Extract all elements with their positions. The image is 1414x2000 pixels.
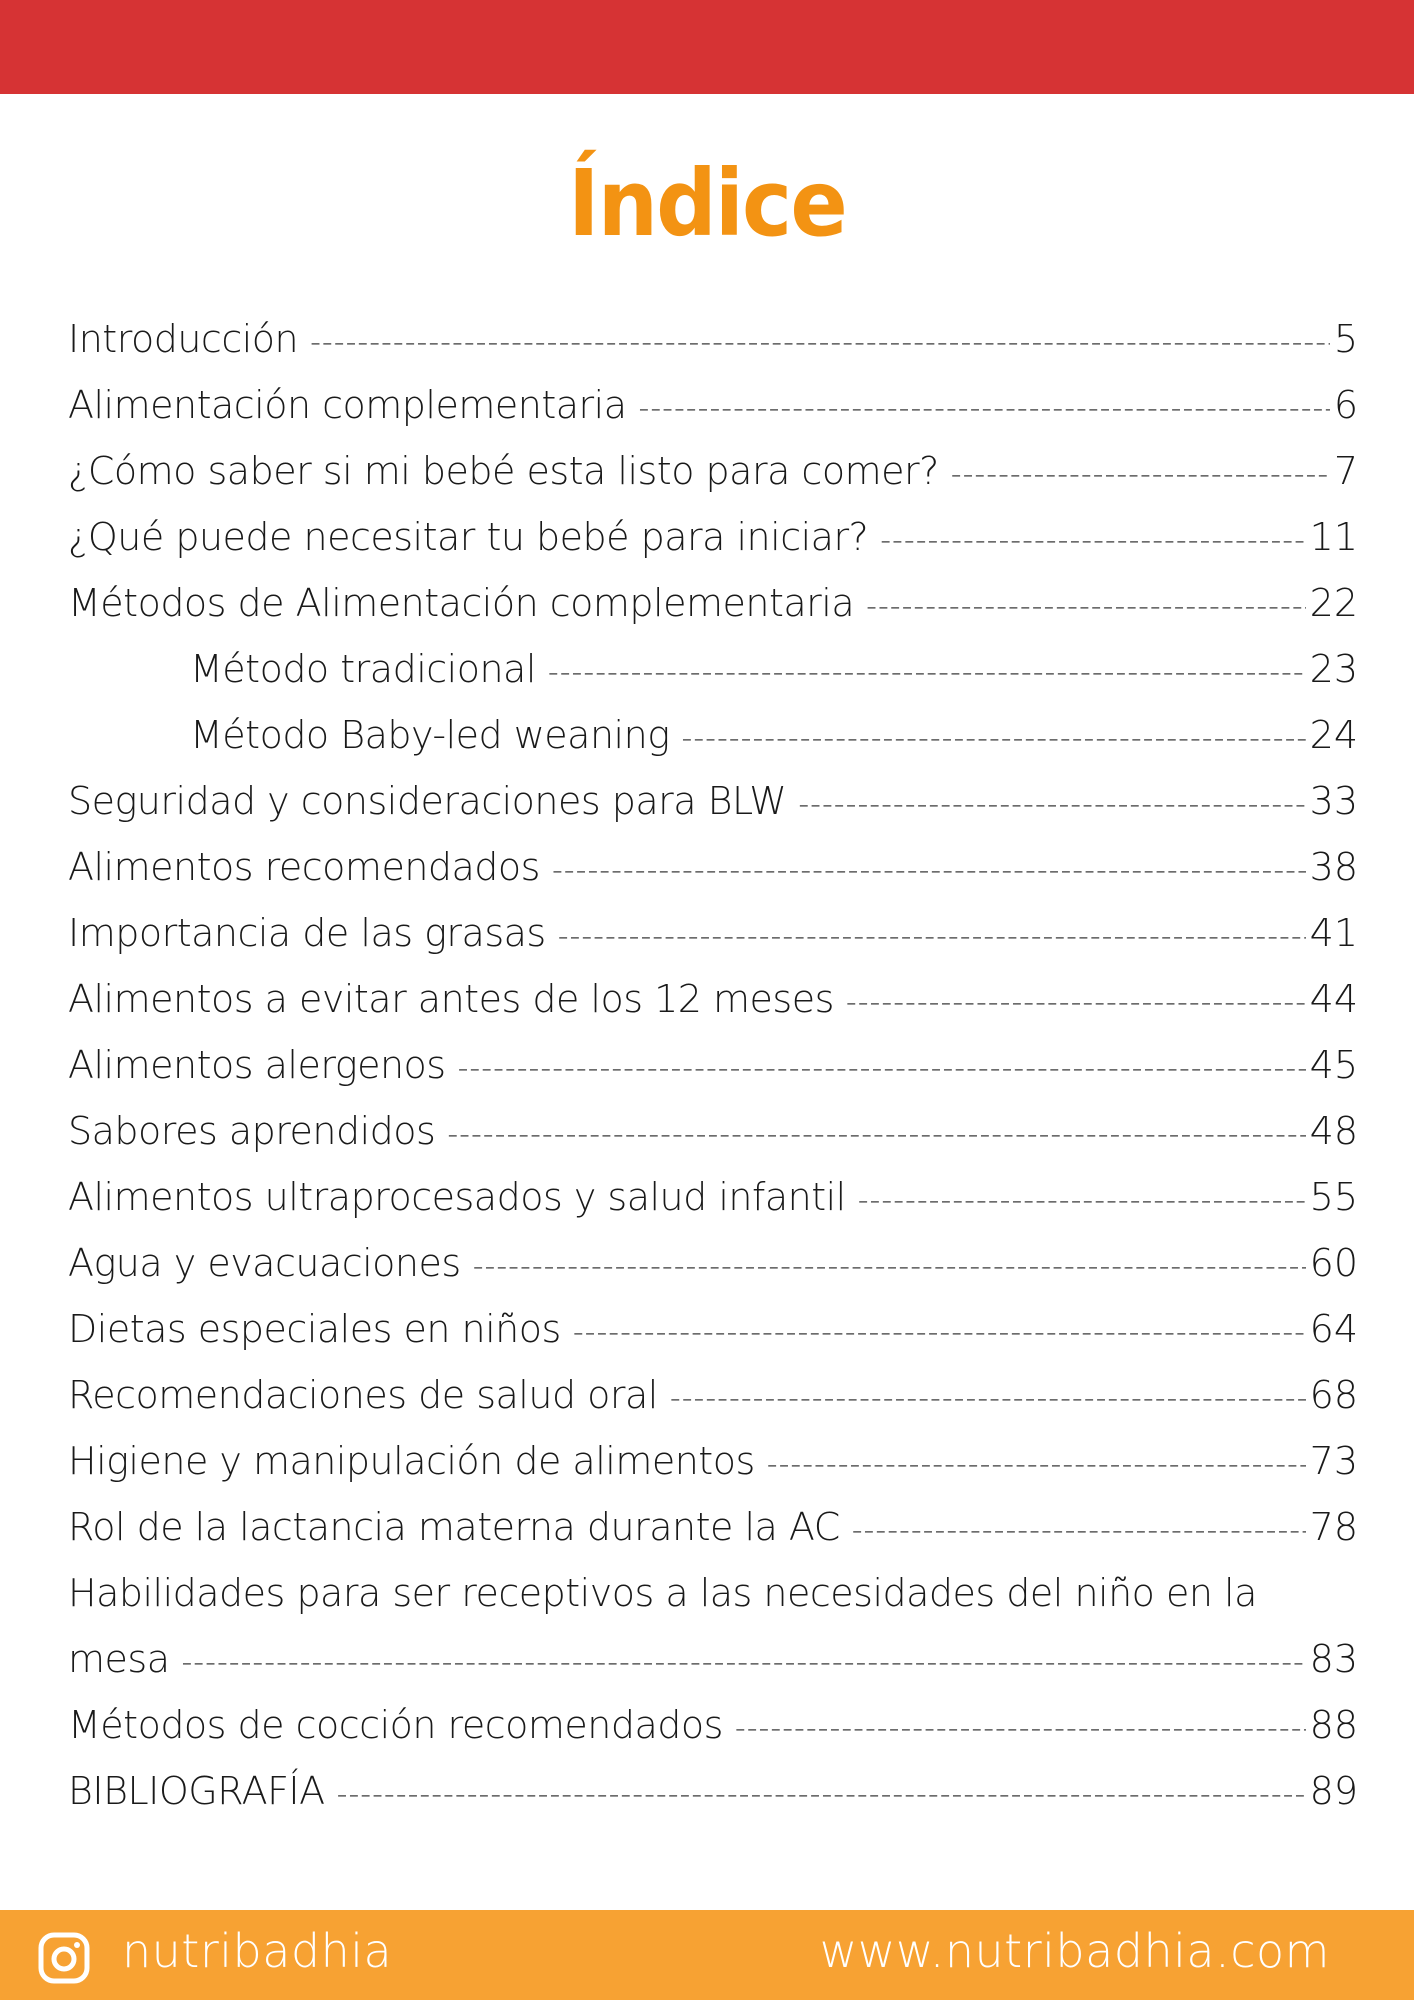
toc-entry-page: 45 <box>1309 1043 1358 1087</box>
toc-entry-label: Alimentos ultraprocesados y salud infant… <box>68 1175 846 1219</box>
website-link[interactable]: www.nutribadhia.com <box>819 1924 1330 1978</box>
toc-entry-label: ¿Cómo saber si mi bebé esta listo para c… <box>68 449 939 493</box>
toc-entry-page: 38 <box>1309 845 1358 889</box>
toc-entry-label: Seguridad y consideraciones para BLW <box>68 779 787 823</box>
toc-leader-dashes: ----------------------------------------… <box>457 1051 1306 1086</box>
toc-entry-alimentos-evitar[interactable]: Alimentos a evitar antes de los 12 meses… <box>68 966 1358 1032</box>
footer-bar: nutribadhia www.nutribadhia.com <box>0 1910 1414 2000</box>
toc-entry-sabores-aprendidos[interactable]: Sabores aprendidos ---------------------… <box>68 1098 1358 1164</box>
toc-leader-dashes: ----------------------------------------… <box>866 589 1306 624</box>
toc-entry-salud-oral[interactable]: Recomendaciones de salud oral ----------… <box>68 1362 1358 1428</box>
toc-leader-dashes: ----------------------------------------… <box>845 985 1306 1020</box>
toc-entry-page: 48 <box>1309 1109 1358 1153</box>
toc-entry-page: 5 <box>1333 317 1358 361</box>
toc-entry-alimentos-alergenos[interactable]: Alimentos alergenos --------------------… <box>68 1032 1358 1098</box>
toc-leader-dashes: ----------------------------------------… <box>950 457 1330 492</box>
toc-entry-higiene[interactable]: Higiene y manipulación de alimentos ----… <box>68 1428 1358 1494</box>
toc-entry-label: Recomendaciones de salud oral <box>68 1373 658 1417</box>
toc-leader-dashes: ----------------------------------------… <box>798 787 1306 822</box>
toc-entry-label: Importancia de las grasas <box>68 911 546 955</box>
top-color-bar <box>0 0 1414 94</box>
toc-leader-dashes: ----------------------------------------… <box>880 523 1306 558</box>
toc-entry-label: Alimentos alergenos <box>68 1043 446 1087</box>
toc-entry-lactancia[interactable]: Rol de la lactancia materna durante la A… <box>68 1494 1358 1560</box>
toc-entry-label: Método tradicional <box>190 647 536 691</box>
toc-leader-dashes: ----------------------------------------… <box>669 1381 1306 1416</box>
toc-entry-page: 68 <box>1309 1373 1358 1417</box>
toc-entry-agua-evacuaciones[interactable]: Agua y evacuaciones --------------------… <box>68 1230 1358 1296</box>
toc-leader-dashes: ----------------------------------------… <box>851 1513 1306 1548</box>
toc-entry-label: BIBLIOGRAFÍA <box>68 1769 325 1813</box>
toc-entry-label-continued: mesa <box>68 1637 170 1681</box>
toc-entry-label: Introducción <box>68 317 299 361</box>
toc-leader-dashes: ----------------------------------------… <box>551 853 1306 888</box>
toc-entry-importancia-grasas[interactable]: Importancia de las grasas --------------… <box>68 900 1358 966</box>
toc-leader-dashes: ----------------------------------------… <box>572 1315 1306 1350</box>
toc-leader-dashes: ----------------------------------------… <box>336 1777 1306 1812</box>
toc-entry-alimentacion-complementaria[interactable]: Alimentación complementaria ------------… <box>68 372 1358 438</box>
toc-entry-page: 24 <box>1309 713 1358 757</box>
toc-leader-dashes: ----------------------------------------… <box>547 655 1306 690</box>
toc-subentry-metodo-tradicional[interactable]: Método tradicional ---------------------… <box>68 636 1358 702</box>
toc-entry-page: 73 <box>1309 1439 1358 1483</box>
toc-entry-page: 11 <box>1309 515 1358 559</box>
toc-leader-dashes: ----------------------------------------… <box>557 919 1306 954</box>
toc-entry-page: 6 <box>1333 383 1358 427</box>
toc-leader-dashes: ----------------------------------------… <box>734 1711 1306 1746</box>
toc-entry-como-saber[interactable]: ¿Cómo saber si mi bebé esta listo para c… <box>68 438 1358 504</box>
page-title: Índice <box>568 150 848 257</box>
toc-entry-dietas-especiales[interactable]: Dietas especiales en niños -------------… <box>68 1296 1358 1362</box>
toc-entry-page: 78 <box>1309 1505 1358 1549</box>
toc-entry-seguridad-blw[interactable]: Seguridad y consideraciones para BLW ---… <box>68 768 1358 834</box>
toc-entry-label: Sabores aprendidos <box>68 1109 436 1153</box>
toc-subentry-baby-led-weaning[interactable]: Método Baby-led weaning ----------------… <box>68 702 1358 768</box>
toc-entry-introduccion[interactable]: Introducción ---------------------------… <box>68 306 1358 372</box>
toc-entry-label: Agua y evacuaciones <box>68 1241 461 1285</box>
toc-entry-page: 23 <box>1309 647 1358 691</box>
toc-leader-dashes: ----------------------------------------… <box>447 1117 1306 1152</box>
toc-entry-page: 41 <box>1309 911 1358 955</box>
toc-entry-page: 88 <box>1309 1703 1358 1747</box>
toc-entry-label: Alimentos a evitar antes de los 12 meses <box>68 977 834 1021</box>
toc-entry-habilidades-line2[interactable]: mesa -----------------------------------… <box>68 1626 1358 1692</box>
instagram-handle[interactable]: nutribadhia <box>122 1924 393 1978</box>
instagram-icon[interactable] <box>38 1932 90 1984</box>
toc-entry-label: Alimentos recomendados <box>68 845 540 889</box>
toc-leader-dashes: ----------------------------------------… <box>181 1645 1306 1680</box>
toc-entry-label: Dietas especiales en niños <box>68 1307 561 1351</box>
toc-entry-label: Rol de la lactancia materna durante la A… <box>68 1505 840 1549</box>
toc-leader-dashes: ----------------------------------------… <box>766 1447 1306 1482</box>
toc-entry-page: 64 <box>1309 1307 1358 1351</box>
toc-entry-page: 44 <box>1309 977 1358 1021</box>
table-of-contents: Introducción ---------------------------… <box>68 306 1358 1824</box>
toc-entry-label: Habilidades para ser receptivos a las ne… <box>68 1571 1257 1615</box>
toc-entry-alimentos-recomendados[interactable]: Alimentos recomendados -----------------… <box>68 834 1358 900</box>
toc-entry-metodos-coccion[interactable]: Métodos de cocción recomendados --------… <box>68 1692 1358 1758</box>
toc-leader-dashes: ----------------------------------------… <box>638 391 1330 426</box>
toc-entry-label: Método Baby-led weaning <box>190 713 670 757</box>
toc-entry-label: Alimentación complementaria <box>68 383 627 427</box>
toc-entry-page: 89 <box>1309 1769 1358 1813</box>
toc-entry-page: 60 <box>1309 1241 1358 1285</box>
toc-entry-label: Métodos de Alimentación complementaria <box>68 581 855 625</box>
toc-entry-label: ¿Qué puede necesitar tu bebé para inicia… <box>68 515 869 559</box>
toc-entry-habilidades-line1[interactable]: Habilidades para ser receptivos a las ne… <box>68 1560 1358 1626</box>
toc-entry-page: 33 <box>1309 779 1358 823</box>
toc-entry-page: 55 <box>1309 1175 1358 1219</box>
toc-leader-dashes: ----------------------------------------… <box>681 721 1306 756</box>
toc-entry-que-puede-necesitar[interactable]: ¿Qué puede necesitar tu bebé para inicia… <box>68 504 1358 570</box>
toc-entry-label: Métodos de cocción recomendados <box>68 1703 723 1747</box>
toc-leader-dashes: ----------------------------------------… <box>857 1183 1306 1218</box>
toc-leader-dashes: ----------------------------------------… <box>472 1249 1306 1284</box>
toc-entry-bibliografia[interactable]: BIBLIOGRAFÍA ---------------------------… <box>68 1758 1358 1824</box>
toc-entry-label: Higiene y manipulación de alimentos <box>68 1439 755 1483</box>
toc-leader-dashes: ----------------------------------------… <box>310 325 1330 360</box>
toc-entry-metodos-alimentacion[interactable]: Métodos de Alimentación complementaria -… <box>68 570 1358 636</box>
toc-entry-page: 83 <box>1309 1637 1358 1681</box>
toc-entry-page: 7 <box>1333 449 1358 493</box>
toc-entry-ultraprocesados[interactable]: Alimentos ultraprocesados y salud infant… <box>68 1164 1358 1230</box>
toc-entry-page: 22 <box>1309 581 1358 625</box>
